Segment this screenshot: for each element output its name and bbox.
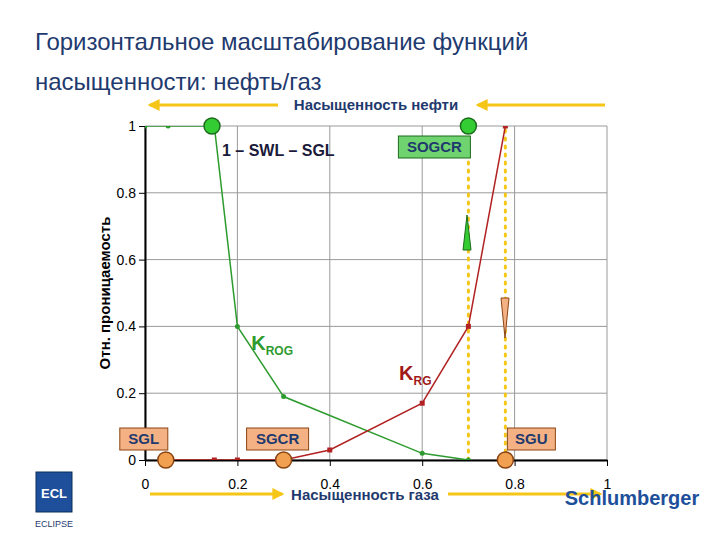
logo-box: [36, 472, 72, 512]
key-point: [497, 452, 513, 468]
series-point: [145, 126, 148, 129]
marker-line: [504, 126, 507, 460]
tick-label: 0: [142, 476, 150, 492]
marker-label: 1 – SWL – SGL: [222, 142, 335, 159]
marker-label-box: [120, 428, 168, 450]
tick-mark: [139, 260, 145, 261]
tick-mark: [145, 460, 146, 466]
key-point: [460, 118, 476, 134]
marker-label-box: [507, 428, 555, 450]
arrow: [478, 104, 605, 107]
logo-text: Schlumberger: [565, 487, 700, 509]
grid-line-x: [329, 126, 330, 460]
marker-label: SGU: [515, 430, 548, 447]
series-point: [166, 126, 171, 129]
series-point: [466, 324, 471, 329]
tick: 0: [142, 460, 150, 492]
grid-line-y: [145, 393, 607, 394]
plot: 00.20.40.60.8100.20.40.60.81KROGKRG: [117, 118, 612, 492]
series-point: [281, 394, 286, 399]
tick-label: 0.6: [117, 252, 137, 268]
logo-text: ECL: [41, 486, 67, 501]
series-point: [235, 324, 240, 329]
grid-line-y: [145, 192, 607, 193]
marker-label-box: [398, 136, 470, 158]
tick-mark: [330, 460, 331, 466]
series-line: [145, 126, 468, 460]
key-points: [158, 118, 514, 468]
tick: 0.8: [117, 185, 145, 201]
series-line: [168, 126, 505, 460]
series-point: [235, 458, 240, 461]
key-point: [204, 118, 220, 134]
grid-line-y: [145, 259, 607, 260]
tick-mark: [139, 460, 145, 461]
tick-label: 0.8: [117, 185, 137, 201]
grid-line-x: [237, 126, 238, 460]
series-group: [145, 126, 508, 460]
tick: 0.6: [117, 252, 145, 268]
grid-line-x: [422, 126, 423, 460]
series-point: [420, 401, 425, 406]
tick-mark: [139, 126, 145, 127]
series-point: [466, 458, 471, 461]
tick-mark: [139, 326, 145, 327]
tick-label: 0.8: [505, 476, 525, 492]
tick-mark: [237, 460, 238, 466]
chart: Горизонтальное масштабирование функций н…: [0, 0, 720, 540]
marker-line: [467, 126, 470, 460]
logo-text: ECLIPSE: [35, 519, 73, 529]
tick: 0.2: [228, 460, 248, 492]
x-axis-label: Насыщенность газа: [291, 486, 440, 503]
curve-label: KRG: [399, 362, 431, 388]
top-label: Насыщенность нефти: [294, 96, 458, 113]
tick: 0.2: [117, 385, 145, 401]
series-point: [420, 451, 425, 456]
curve-label: KROG: [251, 332, 293, 358]
tick-label: 0.4: [117, 318, 137, 334]
grid-line-x: [607, 126, 608, 460]
tick: 0: [128, 452, 145, 468]
series-point: [212, 458, 217, 461]
tick: 1: [128, 118, 145, 134]
tick-label: 1: [128, 118, 136, 134]
marker-label: SGL: [128, 430, 159, 447]
tick-label: 0.2: [228, 476, 248, 492]
grid: [145, 126, 607, 460]
series-point: [503, 126, 508, 129]
tick-label: 0.2: [117, 385, 137, 401]
grid-line-x: [145, 126, 146, 460]
series-point: [327, 447, 332, 452]
tick-mark: [515, 460, 516, 466]
marker-label-box: [247, 428, 309, 450]
tick-label: 0: [128, 452, 136, 468]
key-point: [158, 452, 174, 468]
marker-label: SGCR: [256, 430, 300, 447]
tick-mark: [607, 460, 608, 466]
direction-arrows: [150, 105, 605, 494]
shift-arrow: [501, 298, 509, 338]
arrow: [150, 493, 282, 496]
shift-arrow: [463, 215, 471, 250]
tick-mark: [422, 460, 423, 466]
tick-mark: [139, 193, 145, 194]
y-axis: 0 0.2 0.4 0.6 0.8 1: [117, 118, 146, 468]
marker-label: SOGCR: [407, 138, 462, 155]
y-axis-label: Отн. проницаемость: [96, 217, 113, 370]
tick: 0.4: [117, 318, 145, 334]
axis-line: [145, 127, 147, 461]
grid-line-x: [514, 126, 515, 460]
grid-line-y: [145, 326, 607, 327]
tick-mark: [139, 393, 145, 394]
key-point: [276, 452, 292, 468]
title: Горизонтальное масштабирование функций н…: [35, 28, 535, 95]
arrow: [150, 104, 278, 107]
